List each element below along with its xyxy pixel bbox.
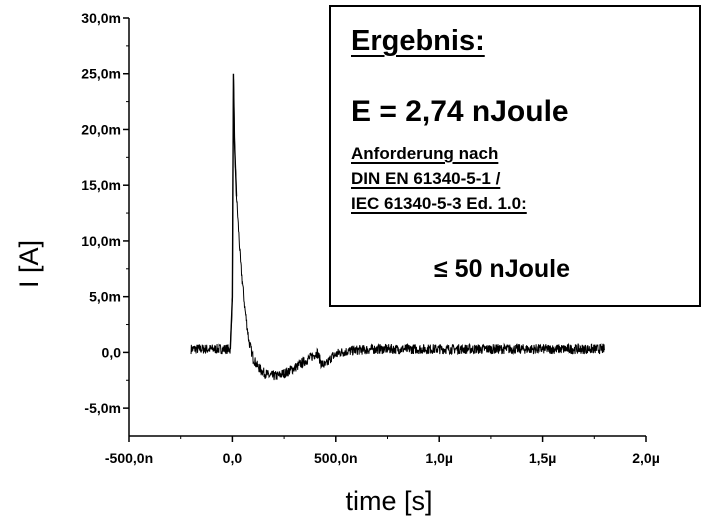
x-tick-label: 1,0µ <box>425 450 453 466</box>
plot-area <box>190 73 606 381</box>
y-tick-label: 0,0 <box>102 344 122 360</box>
y-tick-label: 25,0m <box>81 66 121 82</box>
x-tick-label: 500,0n <box>314 450 358 466</box>
x-tick-label: 1,5µ <box>529 450 557 466</box>
series-line <box>190 79 606 381</box>
x-axis-title: time [s] <box>345 486 432 516</box>
result-box: Ergebnis: E = 2,74 nJoule Anforderung na… <box>329 5 701 307</box>
y-axis: -5,0m 0,0 5,0m 10,0m 15,0m 20,0m 25,0m 30,0m <box>81 10 130 436</box>
series-peak <box>229 73 238 350</box>
requirement-line: Anforderung nach <box>351 144 499 163</box>
result-limit: ≤ 50 nJoule <box>434 255 570 283</box>
y-tick-label: 10,0m <box>81 233 121 249</box>
x-tick-label: 0,0 <box>223 450 243 466</box>
y-axis-title: I [A] <box>14 240 44 288</box>
y-tick-label: 20,0m <box>81 121 121 137</box>
x-axis: -500,0n 0,0 500,0n 1,0µ 1,5µ 2,0µ <box>105 435 660 466</box>
y-tick-label: 15,0m <box>81 177 121 193</box>
x-tick-label: 2,0µ <box>632 450 660 466</box>
x-tick-label: -500,0n <box>105 450 153 466</box>
y-tick-label: 30,0m <box>81 10 121 26</box>
requirement-line: IEC 61340-5-3 Ed. 1.0: <box>351 194 527 213</box>
requirement-line: DIN EN 61340-5-1 / <box>351 169 501 188</box>
result-energy: E = 2,74 nJoule <box>351 95 569 128</box>
result-title: Ergebnis: <box>351 25 485 57</box>
requirement-text: Anforderung nach DIN EN 61340-5-1 / IEC … <box>351 141 527 216</box>
y-tick-label: 5,0m <box>89 289 121 305</box>
y-tick-label: -5,0m <box>84 400 121 416</box>
